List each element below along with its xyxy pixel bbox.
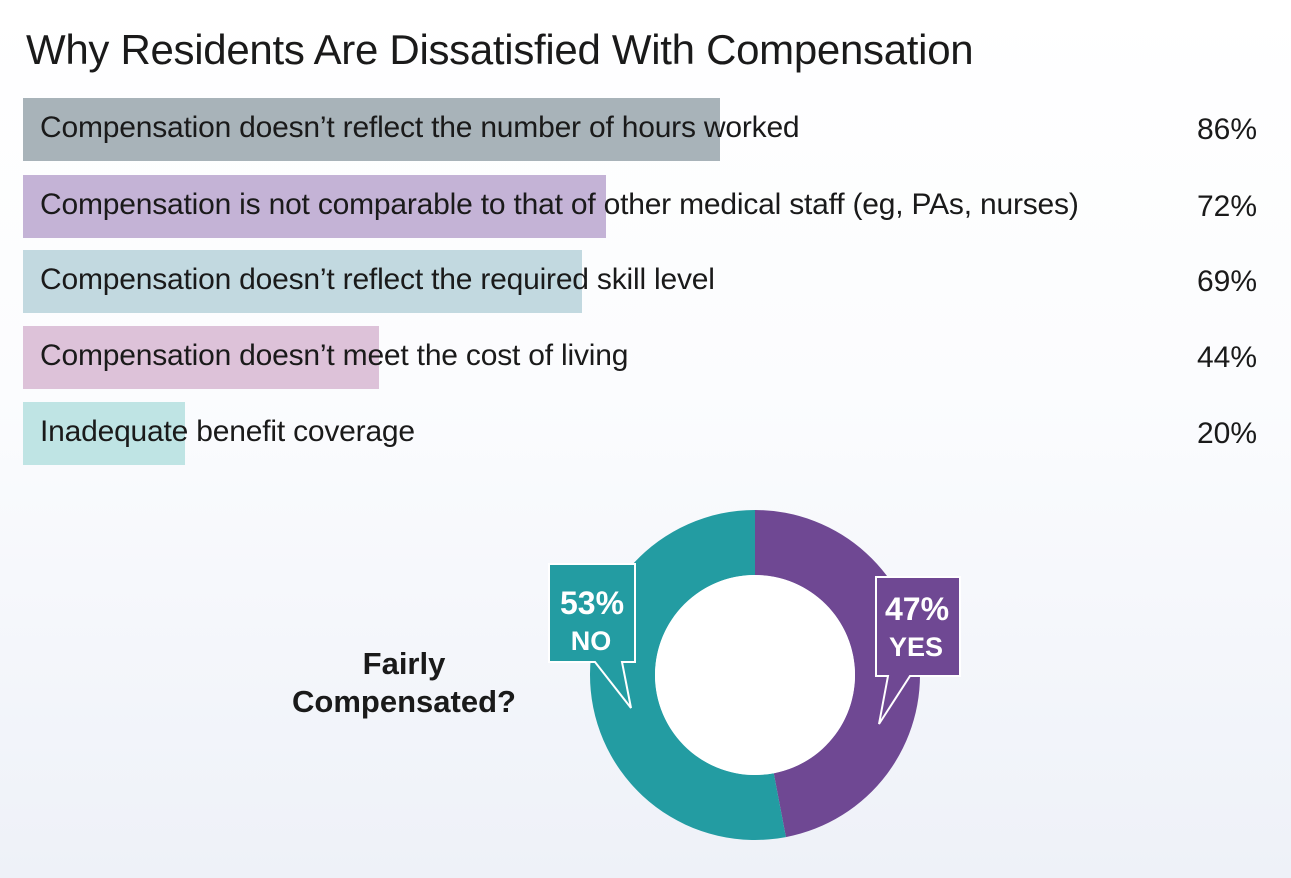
donut-slice-yes [755, 510, 920, 838]
bar-chart: Compensation doesn’t reflect the number … [23, 98, 1263, 465]
bar-row: Compensation doesn’t reflect the require… [23, 250, 1263, 313]
bar-value-label: 20% [1196, 417, 1257, 450]
bar-label: Inadequate benefit coverage [40, 415, 415, 448]
bar-row: Compensation doesn’t reflect the number … [23, 98, 1263, 161]
bar-row: Compensation doesn’t meet the cost of li… [23, 326, 1263, 389]
no-percent-label: 53% [560, 585, 624, 621]
bar-label: Compensation doesn’t meet the cost of li… [40, 339, 629, 372]
yes-percent-label: 47% [885, 591, 949, 627]
no-callout [548, 563, 636, 709]
no-label: NO [571, 626, 612, 656]
bar-row: Compensation is not comparable to that o… [23, 175, 1263, 238]
donut-slice-no [589, 509, 786, 840]
yes-label: YES [889, 632, 943, 662]
chart-title: Why Residents Are Dissatisfied With Comp… [26, 26, 974, 73]
bar-value-label: 69% [1196, 265, 1257, 298]
bar-value-label: 72% [1196, 190, 1257, 223]
bar-label: Compensation is not comparable to that o… [40, 188, 1079, 221]
donut-title-line-1: Fairly [362, 646, 446, 681]
bar [23, 250, 582, 313]
bar-label: Compensation doesn’t reflect the number … [40, 111, 800, 144]
donut-hole [655, 575, 855, 775]
bar [23, 402, 185, 465]
yes-callout [875, 576, 961, 725]
donut-title: Fairly Compensated? [270, 645, 538, 721]
bar [23, 98, 720, 161]
bar-row: Inadequate benefit coverage 20% [23, 402, 1263, 465]
bar [23, 175, 607, 238]
bar-label: Compensation doesn’t reflect the require… [40, 263, 715, 296]
bar [23, 326, 380, 389]
bar-value-label: 44% [1196, 341, 1257, 374]
donut-title-line-2: Compensated? [292, 684, 516, 719]
bar-value-label: 86% [1196, 113, 1257, 146]
